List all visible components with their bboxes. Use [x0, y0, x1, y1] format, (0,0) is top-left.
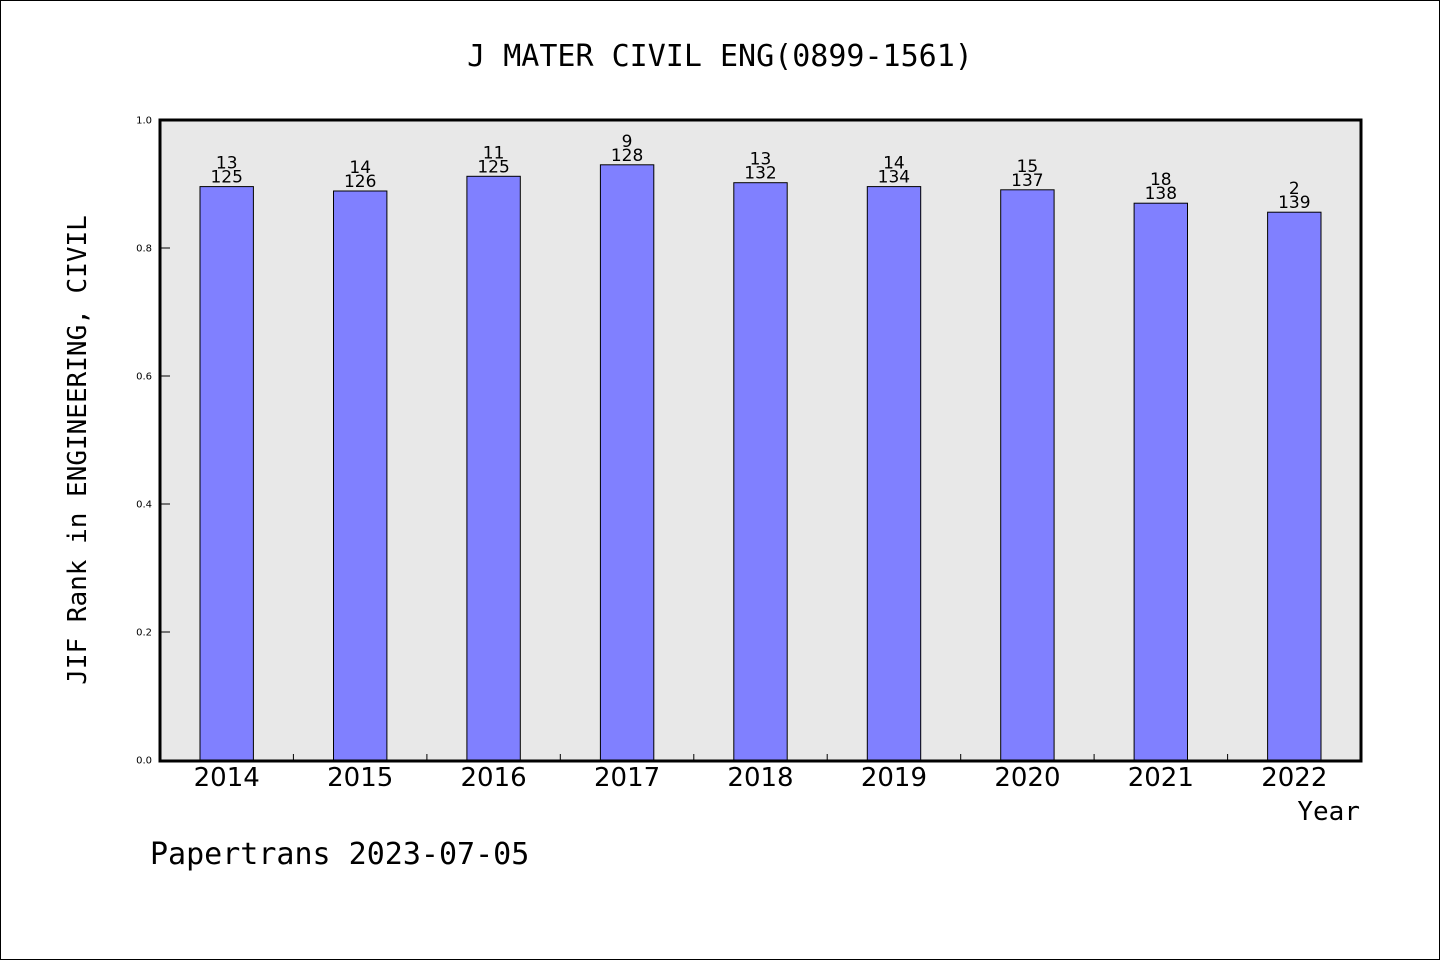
bar-rank-label-2020: 15	[1017, 157, 1039, 177]
bar-total-label-2021: 138	[1145, 184, 1177, 204]
x-tick-label-2018: 2018	[727, 763, 793, 793]
bar-2018	[733, 182, 788, 761]
x-axis-ticks: 2014 2015 2016 2017 2018 2019 2020 2021 2022	[194, 754, 1327, 793]
x-tick-label-2019: 2019	[861, 763, 927, 793]
bar-total-label-2016: 125	[477, 157, 509, 177]
bar-rank-label-2022: 2	[1289, 179, 1300, 199]
bar-total-label-2017: 128	[611, 146, 643, 166]
x-tick-label-2017: 2017	[594, 763, 660, 793]
x-tick-label-2015: 2015	[327, 763, 393, 793]
y-tick-label: 0.2	[136, 628, 152, 639]
bar-rank-label-2016: 11	[483, 143, 505, 163]
bar-2021	[1133, 202, 1188, 761]
bar-rank-label-2017: 9	[622, 132, 633, 152]
bar-total-label-2020: 137	[1011, 171, 1043, 191]
x-tick-label-2021: 2021	[1128, 763, 1194, 793]
y-tick-label: 0.4	[136, 500, 152, 511]
y-tick-label: 0.8	[136, 244, 152, 255]
y-tick-label: 1.0	[136, 116, 152, 127]
bar-total-label-2019: 134	[878, 168, 910, 188]
bar-total-label-2015: 126	[344, 172, 376, 192]
x-tick-label-2020: 2020	[994, 763, 1060, 793]
bar-2017	[599, 164, 655, 761]
bar-2016	[466, 175, 521, 761]
bar-total-label-2014: 125	[210, 168, 242, 188]
plot-border	[158, 118, 1363, 763]
bar-total-label-2018: 132	[744, 164, 776, 184]
y-axis-label: JIF Rank in ENGINEERING, CIVIL	[63, 215, 93, 685]
bar-rank-label-2019: 14	[883, 154, 905, 174]
bar-2014	[199, 186, 254, 761]
bar-rank-label-2021: 18	[1150, 170, 1172, 190]
bar-2020	[1000, 189, 1055, 761]
bar-rank-label-2014: 13	[216, 154, 238, 174]
bar-rank-label-2018: 13	[750, 150, 772, 170]
footer-watermark: Papertrans 2023-07-05	[150, 837, 529, 872]
bar-total-label-2022: 139	[1278, 193, 1310, 213]
y-tick-label: 0.0	[136, 756, 152, 767]
x-tick-label-2022: 2022	[1261, 763, 1327, 793]
chart-title: J MATER CIVIL ENG(0899-1561)	[467, 39, 973, 74]
bars-group	[199, 164, 1322, 761]
x-tick-label-2016: 2016	[461, 763, 527, 793]
y-tick-label: 0.6	[136, 372, 152, 383]
bar-rank-label-2015: 14	[349, 158, 371, 178]
x-tick-label-2014: 2014	[194, 763, 260, 793]
bar-2022	[1267, 211, 1322, 761]
bar-2019	[866, 186, 922, 761]
y-axis-ticks: 0.0 0.2 0.4 0.6 0.8 1.0	[136, 116, 170, 767]
bar-2015	[333, 190, 388, 761]
x-axis-label: Year	[1297, 797, 1360, 827]
